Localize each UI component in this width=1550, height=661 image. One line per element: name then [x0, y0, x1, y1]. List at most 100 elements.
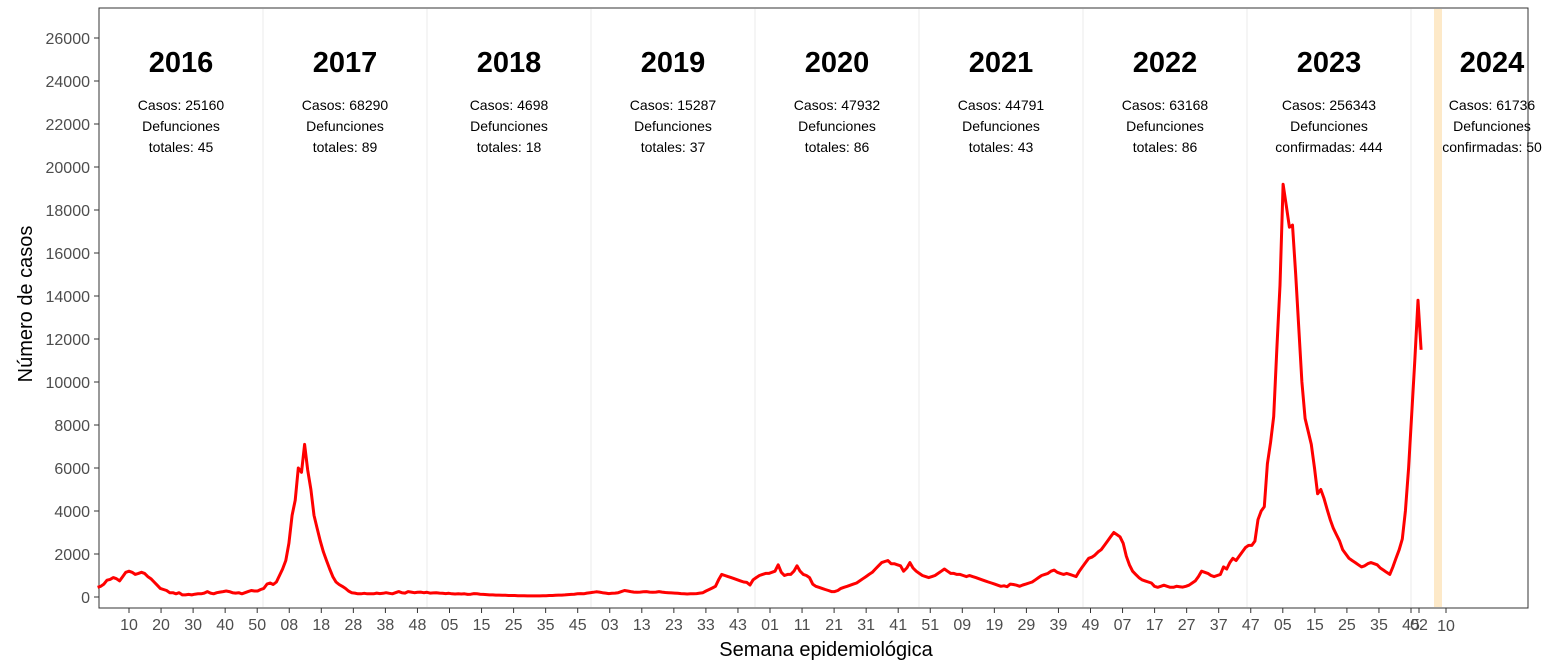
cases-series	[97, 182, 1423, 598]
x-tick-label: 48	[409, 617, 427, 634]
deaths-label: Defunciones	[798, 118, 876, 134]
year-annotation-2020: 2020 Casos: 47932 Defunciones totales: 86	[794, 47, 881, 155]
x-tick-label: 02	[1410, 617, 1428, 634]
year-annotation-2019: 2019 Casos: 15287 Defunciones totales: 37	[630, 47, 717, 155]
deaths-total-label: totales: 86	[805, 139, 870, 155]
year-annotation-2016: 2016 Casos: 25160 Defunciones totales: 45	[138, 47, 225, 155]
y-tick-label: 14000	[46, 289, 91, 306]
x-tick-label: 20	[152, 617, 170, 634]
x-tick-label: 17	[1146, 617, 1164, 634]
x-tick-label: 27	[1178, 617, 1196, 634]
year-annotation-2024: 2024 Casos: 61736 Defunciones confirmadas: …	[1442, 47, 1542, 155]
x-tick-label: 18	[312, 617, 330, 634]
y-tick-label: 6000	[54, 461, 90, 478]
deaths-total-label: totales: 86	[1133, 139, 1198, 155]
cases-line	[97, 182, 1423, 598]
plot-panel	[98, 7, 1529, 609]
x-tick-label: 23	[665, 617, 683, 634]
cases-label: Casos: 15287	[630, 97, 717, 113]
cases-label: Casos: 47932	[794, 97, 881, 113]
x-tick-label: 07	[1114, 617, 1132, 634]
y-axis-title: Número de casos	[15, 226, 37, 383]
x-tick-label: 43	[729, 617, 747, 634]
deaths-label: Defunciones	[142, 118, 220, 134]
deaths-label: Defunciones	[634, 118, 712, 134]
x-tick-label: 15	[473, 617, 491, 634]
year-annotation-2022: 2022 Casos: 63168 Defunciones totales: 86	[1122, 47, 1209, 155]
year-annotation-2021: 2021 Casos: 44791 Defunciones totales: 43	[958, 47, 1045, 155]
x-tick-label: 25	[505, 617, 523, 634]
y-tick-label: 22000	[46, 117, 91, 134]
cases-label: Casos: 44791	[958, 97, 1045, 113]
x-tick-label: 30	[184, 617, 202, 634]
x-tick-label: 38	[377, 617, 395, 634]
y-tick-label: 2000	[54, 547, 90, 564]
year-separator-grid	[262, 9, 1412, 607]
x-tick-label: 28	[344, 617, 362, 634]
x-tick-label: 05	[1274, 617, 1292, 634]
x-tick-label: 45	[1402, 617, 1420, 634]
deaths-total-label: confirmadas: 444	[1275, 139, 1383, 155]
deaths-label: Defunciones	[1453, 118, 1531, 134]
year-title: 2023	[1297, 47, 1362, 79]
year-title: 2019	[641, 47, 706, 79]
year-title: 2020	[805, 47, 870, 79]
x-tick-label: 10	[120, 617, 138, 634]
year-annotation-2017: 2017 Casos: 68290 Defunciones totales: 89	[302, 47, 389, 155]
x-tick-label: 37	[1210, 617, 1228, 634]
cases-label: Casos: 25160	[138, 97, 225, 113]
y-tick-label: 18000	[46, 203, 91, 220]
y-tick-label: 10000	[46, 375, 91, 392]
deaths-total-label: totales: 45	[149, 139, 214, 155]
year-annotation-2018: 2018 Casos: 4698 Defunciones totales: 18	[470, 47, 549, 155]
x-tick-label: 31	[857, 617, 875, 634]
x-tick-label: 45	[569, 617, 587, 634]
deaths-total-label: totales: 89	[313, 139, 378, 155]
year-title: 2017	[313, 47, 378, 79]
y-tick-label: 4000	[54, 504, 90, 521]
x-tick-label: 05	[441, 617, 459, 634]
cases-label: Casos: 68290	[302, 97, 389, 113]
x-tick-label: 35	[1370, 617, 1388, 634]
x-tick-label: 19	[985, 617, 1003, 634]
x-tick-label: 47	[1242, 617, 1260, 634]
y-tick-label: 8000	[54, 418, 90, 435]
y-tick-label: 12000	[46, 332, 91, 349]
cases-label: Casos: 63168	[1122, 97, 1209, 113]
x-tick-label: 13	[633, 617, 651, 634]
x-tick-label: 11	[794, 617, 811, 634]
deaths-label: Defunciones	[1290, 118, 1368, 134]
x-tick-label: 09	[953, 617, 971, 634]
deaths-total-label: totales: 43	[969, 139, 1034, 155]
y-axis: 0 2000 4000 6000 8000 10000 12000 14000 16000 180…	[46, 31, 99, 607]
deaths-label: Defunciones	[306, 118, 384, 134]
current-week-highlight	[1434, 9, 1442, 607]
year-title: 2018	[477, 47, 542, 79]
y-tick-label: 16000	[46, 246, 91, 263]
x-tick-label: 49	[1082, 617, 1100, 634]
year-title: 2024	[1460, 47, 1525, 79]
x-axis: 10 20 30 40 50 08 18 28 38 48 05 15 25 35 45 03 13 23 33 43…	[120, 608, 1455, 635]
year-title: 2021	[969, 47, 1034, 79]
y-tick-label: 20000	[46, 160, 91, 177]
y-tick-label: 24000	[46, 74, 91, 91]
cases-label: Casos: 256343	[1282, 97, 1376, 113]
x-tick-label: 51	[921, 617, 939, 634]
x-tick-label: 21	[825, 617, 843, 634]
x-axis-title: Semana epidemiológica	[719, 639, 933, 661]
year-title: 2016	[149, 47, 214, 79]
x-tick-label: 50	[248, 617, 266, 634]
x-tick-label: 01	[761, 617, 779, 634]
cases-label: Casos: 4698	[470, 97, 549, 113]
x-tick-label: 10	[1437, 618, 1455, 635]
deaths-label: Defunciones	[470, 118, 548, 134]
y-tick-label: 26000	[46, 31, 91, 48]
x-tick-label: 41	[889, 617, 907, 634]
highlight-band	[1434, 9, 1442, 607]
x-tick-label: 39	[1050, 617, 1068, 634]
year-annotation-2023: 2023 Casos: 256343 Defunciones confirmadas:…	[1275, 47, 1383, 155]
x-tick-label: 33	[697, 617, 715, 634]
deaths-total-label: totales: 37	[641, 139, 706, 155]
deaths-label: Defunciones	[1126, 118, 1204, 134]
